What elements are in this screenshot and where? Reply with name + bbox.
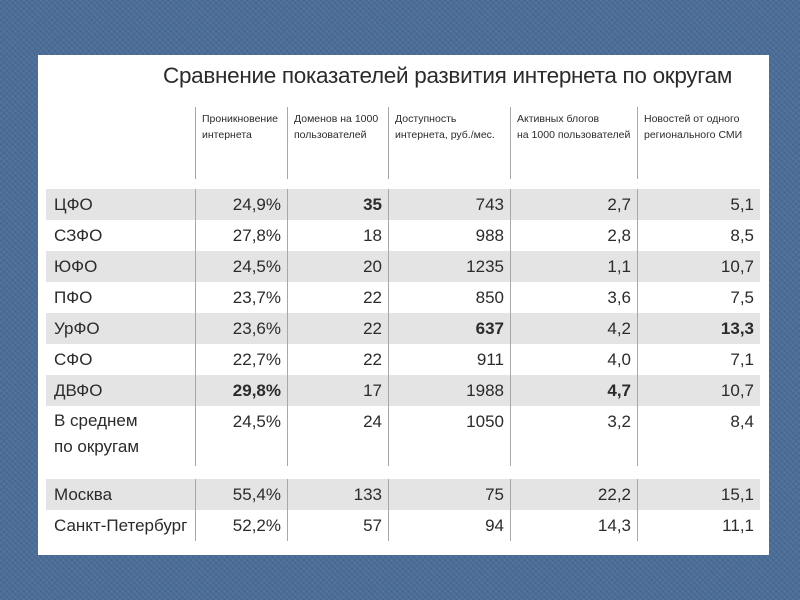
- row-value-col-5: 5,1: [637, 189, 760, 220]
- row-district-name: В среднем по округам: [54, 411, 140, 456]
- row-value-col-1: 29,8%: [195, 375, 287, 406]
- table-row: Санкт-Петербург 52,2% 57 94 14,3 11,1: [46, 510, 760, 541]
- row-value-col-1: 23,6%: [195, 313, 287, 344]
- row-value-col-4: 4,0: [510, 344, 637, 375]
- row-value-col-3: 75: [388, 479, 510, 510]
- row-value-col-5: 8,4: [637, 406, 760, 466]
- row-value-col-1: 24,5%: [195, 251, 287, 282]
- table-row: СФО 22,7% 22 911 4,0 7,1: [46, 344, 760, 375]
- table-row: Москва 55,4% 133 75 22,2 15,1: [46, 479, 760, 510]
- row-value-col-4: 4,7: [510, 375, 637, 406]
- row-value-col-5: 10,7: [637, 375, 760, 406]
- row-value-col-1: 27,8%: [195, 220, 287, 251]
- row-value-col-2: 24: [287, 406, 388, 466]
- row-value-col-3: 743: [388, 189, 510, 220]
- slide-sheet: Сравнение показателей развития интернета…: [38, 55, 769, 555]
- row-district-name: ДВФО: [54, 381, 103, 400]
- row-value-col-5: 7,5: [637, 282, 760, 313]
- row-value-col-2: 22: [287, 344, 388, 375]
- row-value-col-5: 7,1: [637, 344, 760, 375]
- row-value-col-4: 2,7: [510, 189, 637, 220]
- row-value-col-1: 22,7%: [195, 344, 287, 375]
- row-value-col-1: 23,7%: [195, 282, 287, 313]
- row-value-col-3: 1050: [388, 406, 510, 466]
- table-title: Сравнение показателей развития интернета…: [163, 63, 733, 88]
- table-header: Проникновение интернета Доменов на 1000 по…: [195, 107, 760, 179]
- row-value-col-3: 1988: [388, 375, 510, 406]
- row-district-name: СЗФО: [54, 226, 103, 245]
- table-row: ЮФО 24,5% 20 1235 1,1 10,7: [46, 251, 760, 282]
- row-value-col-2: 35: [287, 189, 388, 220]
- row-value-col-3: 94: [388, 510, 510, 541]
- row-value-col-3: 988: [388, 220, 510, 251]
- row-value-col-2: 57: [287, 510, 388, 541]
- row-value-col-2: 18: [287, 220, 388, 251]
- row-value-col-4: 22,2: [510, 479, 637, 510]
- row-district-name: СФО: [54, 350, 93, 369]
- table-row: ПФО 23,7% 22 850 3,6 7,5: [46, 282, 760, 313]
- table-row: ДВФО 29,8% 17 1988 4,7 10,7: [46, 375, 760, 406]
- row-value-col-4: 14,3: [510, 510, 637, 541]
- table-row: В среднем по округам 24,5% 24 1050 3,2 8,4: [46, 406, 760, 466]
- column-header-news: Новостей от одного регионального СМИ: [637, 107, 760, 179]
- row-value-col-4: 2,8: [510, 220, 637, 251]
- row-value-col-4: 4,2: [510, 313, 637, 344]
- row-value-col-1: 52,2%: [195, 510, 287, 541]
- table-row: УрФО 23,6% 22 637 4,2 13,3: [46, 313, 760, 344]
- row-district-name: УрФО: [54, 319, 100, 338]
- row-value-col-1: 24,5%: [195, 406, 287, 466]
- row-spacer: [46, 466, 760, 479]
- row-value-col-2: 20: [287, 251, 388, 282]
- table-body: ЦФО 24,9% 35 743 2,7 5,1 СЗФО 27,8% 18 988 2,8 8,5 Ю…: [46, 189, 760, 541]
- row-value-col-4: 1,1: [510, 251, 637, 282]
- row-district-name: ПФО: [54, 288, 93, 307]
- row-district-name: Санкт-Петербург: [54, 516, 188, 535]
- row-value-col-5: 13,3: [637, 313, 760, 344]
- row-value-col-1: 24,9%: [195, 189, 287, 220]
- row-district-name: ЮФО: [54, 257, 98, 276]
- row-value-col-2: 22: [287, 282, 388, 313]
- row-value-col-3: 637: [388, 313, 510, 344]
- row-value-col-3: 850: [388, 282, 510, 313]
- row-value-col-4: 3,2: [510, 406, 637, 466]
- row-value-col-5: 10,7: [637, 251, 760, 282]
- row-district-name: ЦФО: [54, 195, 93, 214]
- table-row: СЗФО 27,8% 18 988 2,8 8,5: [46, 220, 760, 251]
- column-header-blogs: Активных блогов на 1000 пользователей: [510, 107, 637, 179]
- row-value-col-3: 1235: [388, 251, 510, 282]
- column-header-price: Доступность интернета, руб./мес.: [388, 107, 510, 179]
- row-district-name: Москва: [54, 485, 113, 504]
- table-row: ЦФО 24,9% 35 743 2,7 5,1: [46, 189, 760, 220]
- column-header-domains: Доменов на 1000 пользователей: [287, 107, 388, 179]
- row-value-col-2: 17: [287, 375, 388, 406]
- row-value-col-1: 55,4%: [195, 479, 287, 510]
- row-value-col-5: 11,1: [637, 510, 760, 541]
- row-value-col-2: 22: [287, 313, 388, 344]
- row-value-col-3: 911: [388, 344, 510, 375]
- column-header-penetration: Проникновение интернета: [195, 107, 287, 179]
- row-value-col-5: 8,5: [637, 220, 760, 251]
- row-value-col-5: 15,1: [637, 479, 760, 510]
- row-value-col-2: 133: [287, 479, 388, 510]
- row-value-col-4: 3,6: [510, 282, 637, 313]
